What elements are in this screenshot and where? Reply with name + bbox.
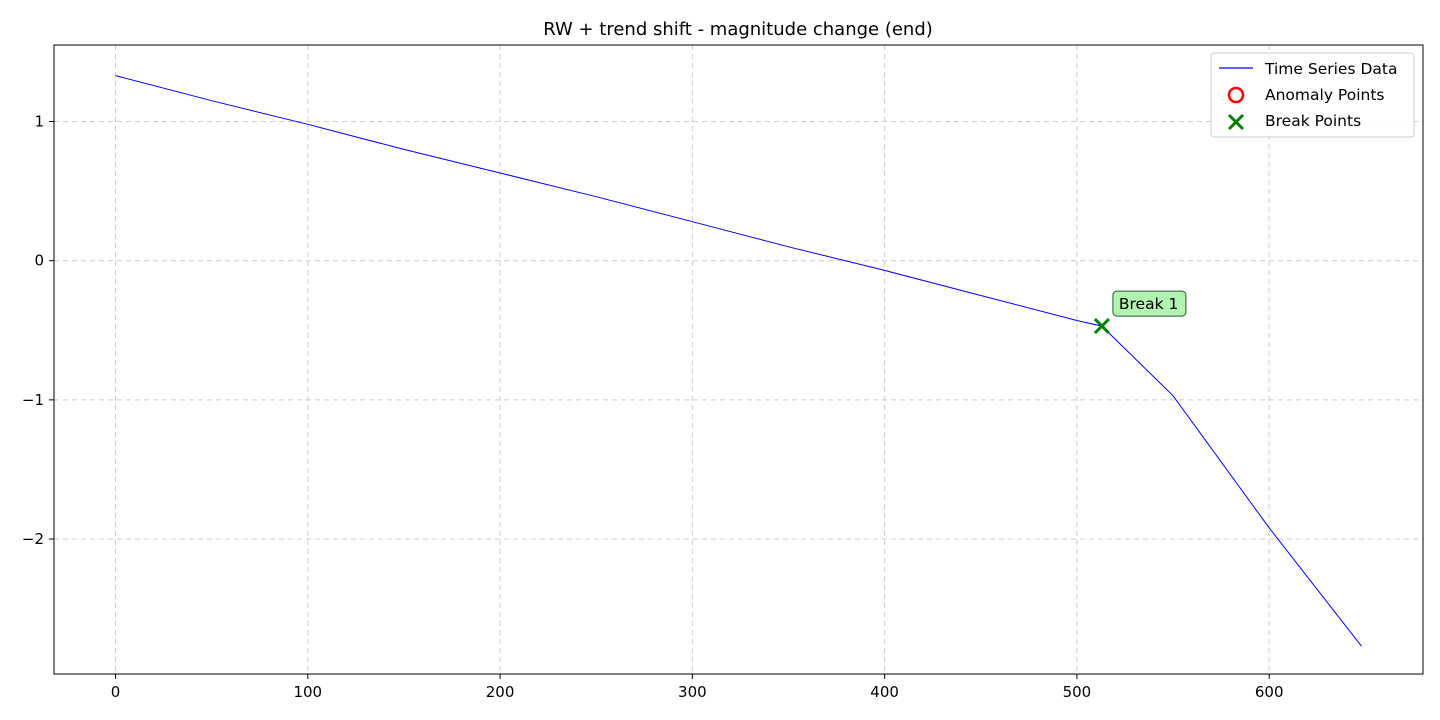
y-tick-label: 1: [34, 113, 44, 131]
legend-label-anomaly: Anomaly Points: [1265, 86, 1384, 104]
break-point-marker: [1093, 318, 1110, 335]
legend-box: [1210, 52, 1415, 138]
x-tick-label: 0: [111, 683, 121, 701]
legend-anomaly-marker: [1227, 86, 1245, 104]
legend-break-marker: [1227, 113, 1245, 131]
x-tick-label: 400: [870, 683, 899, 701]
x-tick-label: 500: [1063, 683, 1092, 701]
x-tick-label: 100: [293, 683, 322, 701]
annotation-layer: Break 1: [1093, 290, 1187, 335]
legend-label-series: Time Series Data: [1264, 60, 1397, 78]
y-tick-label: −2: [22, 530, 44, 548]
x-tick-label: 300: [678, 683, 707, 701]
legend: Time Series Data Anomaly Points Break Po…: [1210, 52, 1415, 138]
chart-title: RW + trend shift - magnitude change (end…: [543, 19, 933, 40]
x-tick-label: 200: [486, 683, 515, 701]
x-tick-label: 600: [1255, 683, 1284, 701]
grid-lines: [54, 45, 1423, 674]
legend-label-break: Break Points: [1265, 112, 1361, 130]
series-line: [115, 75, 1362, 647]
y-tick-label: 0: [34, 252, 44, 270]
y-tick-label: −1: [22, 391, 44, 409]
break-label-box: [1112, 290, 1187, 317]
plot-frame: [53, 44, 1424, 675]
break-label: Break 1: [1119, 295, 1178, 313]
axis-ticks: 0 100 200 300 400 500 600 1 0 −1 −2: [22, 113, 1284, 701]
break-point-stroke: [1093, 318, 1110, 335]
series-layer: [115, 75, 1362, 647]
